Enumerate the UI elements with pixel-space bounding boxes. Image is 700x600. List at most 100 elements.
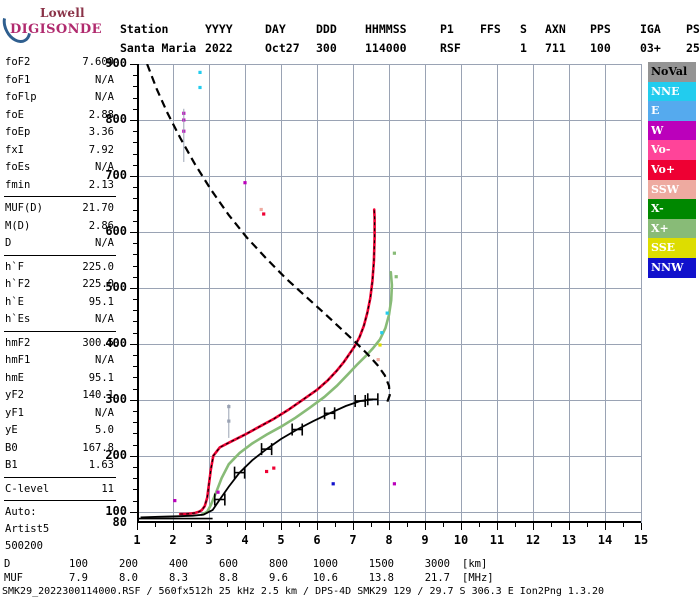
x-tick: [425, 523, 426, 530]
x-tick: [299, 523, 300, 527]
param-row-hme: hmE 95.1: [2, 370, 118, 388]
echo-point: [331, 482, 335, 486]
x-tick: [317, 523, 318, 530]
plot-data-layer: [137, 64, 398, 520]
param-key: yF1: [5, 406, 24, 419]
legend-item-e[interactable]: E: [648, 101, 696, 121]
series-true-height-profile: [140, 398, 373, 519]
param-row-fof1: foF1 N/A: [2, 72, 118, 90]
muf-value: 7.9: [69, 572, 88, 584]
x-tick: [623, 523, 624, 527]
param-row-b1: B1 1.63: [2, 457, 118, 475]
x-tick: [191, 523, 192, 527]
param-key: fxI: [5, 143, 24, 156]
x-tick: [263, 523, 264, 527]
legend-item-vo[interactable]: Vo-: [648, 140, 696, 160]
y-tick: [133, 411, 137, 413]
series-o-trace-outline: [180, 209, 376, 515]
header-value-3: 300: [316, 41, 337, 55]
param-value: 2.86: [88, 219, 114, 232]
source-file-line: SMK29_2022300114000.RSF / 560fx512h 25 k…: [2, 586, 605, 597]
muf-row-frequency: MUF 7.9 8.0 8.3 8.8 9.6 10.6 13.8 21.7 [MHz]: [2, 571, 700, 585]
legend-item-nnw[interactable]: NNW: [648, 257, 696, 278]
param-value: 2.13: [88, 178, 114, 191]
param-value: 95.1: [88, 295, 114, 308]
x-tick: [245, 523, 246, 530]
gridline-v: [173, 64, 174, 523]
x-axis-tick-label: 13: [561, 533, 577, 547]
gridline-v: [425, 64, 426, 523]
x-tick: [461, 523, 462, 530]
y-tick: [133, 377, 137, 379]
legend-item-w[interactable]: W: [648, 120, 696, 141]
gridline-h: [137, 287, 641, 289]
header-value-1: 2022: [205, 41, 233, 55]
x-tick: [335, 523, 336, 527]
y-tick: [133, 366, 137, 368]
param-value: N/A: [95, 91, 114, 103]
param-key: yF2: [5, 389, 24, 401]
color-legend[interactable]: NoVal NNE E W Vo- Vo+ SSW X- X+ SSE NNW: [648, 62, 696, 278]
error-bar: [233, 466, 246, 479]
y-axis-tick-label: 200: [105, 447, 127, 462]
param-value: 7.600: [82, 56, 114, 68]
param-value: N/A: [95, 73, 114, 86]
param-value: 300.5: [82, 336, 114, 349]
y-tick: [133, 209, 137, 211]
legend-item-x[interactable]: X+: [648, 218, 696, 239]
plot-axes: [137, 64, 641, 523]
param-value: N/A: [95, 406, 114, 419]
y-axis-tick-label: 100: [105, 503, 127, 518]
echo-point: [385, 311, 389, 315]
legend-item-noval[interactable]: NoVal: [648, 62, 696, 82]
auto-line-2: 500200: [5, 540, 43, 552]
legend-item-x[interactable]: X-: [648, 199, 696, 219]
distance-value: 1000: [312, 558, 338, 570]
x-tick: [605, 523, 606, 530]
ionogram-plot[interactable]: [130, 64, 642, 530]
legend-item-ssw[interactable]: SSW: [648, 179, 696, 200]
station-header-values: Santa Maria 2022 Oct27 300 114000 RSF 1 711 100 0…: [120, 39, 700, 58]
y-axis-tick-label: 500: [105, 279, 127, 294]
param-key: B0: [5, 441, 18, 454]
gridline-v: [281, 64, 282, 523]
y-tick: [133, 75, 137, 77]
x-tick: [389, 523, 390, 530]
legend-item-vo[interactable]: Vo+: [648, 159, 696, 180]
header-value-7: 1: [520, 41, 527, 55]
param-row-fof2: foF2 7.600: [2, 54, 118, 72]
x-tick: [281, 523, 282, 530]
param-row-clevel: C-level 11: [2, 481, 118, 499]
echo-point: [376, 358, 380, 362]
gridline-h: [137, 511, 641, 513]
distance-value: 1500: [368, 558, 394, 570]
echo-point: [380, 331, 384, 335]
gridline-h: [137, 231, 641, 233]
y-tick: [133, 131, 137, 133]
param-value: 11: [101, 482, 114, 495]
x-axis-tick-label: 7: [349, 533, 357, 547]
param-key: foFlp: [5, 91, 37, 103]
gridline-v: [461, 64, 462, 523]
param-key: MUF(D): [5, 202, 43, 214]
y-tick: [130, 511, 137, 513]
legend-item-nne[interactable]: NNE: [648, 81, 696, 102]
param-value: 95.1: [88, 371, 114, 384]
muf-value: 8.8: [219, 572, 238, 584]
x-axis-tick-label: 4: [241, 533, 249, 547]
distance-unit: [km]: [462, 558, 488, 570]
param-row-ye: yE 5.0: [2, 422, 118, 440]
auto-line-1: Artist5: [5, 523, 50, 535]
param-row-fmin: fmin 2.13: [2, 177, 118, 195]
muf-value: 8.0: [119, 572, 138, 584]
x-tick: [209, 523, 210, 530]
muf-unit: [MHz]: [462, 572, 494, 584]
x-tick: [443, 523, 444, 527]
legend-item-sse[interactable]: SSE: [648, 238, 696, 258]
gridline-v: [245, 64, 246, 523]
param-key: foEs: [5, 161, 31, 173]
header-label-day: DAY: [265, 22, 286, 36]
param-key: hmE: [5, 371, 24, 384]
param-value: N/A: [95, 354, 114, 366]
y-tick: [130, 175, 137, 177]
